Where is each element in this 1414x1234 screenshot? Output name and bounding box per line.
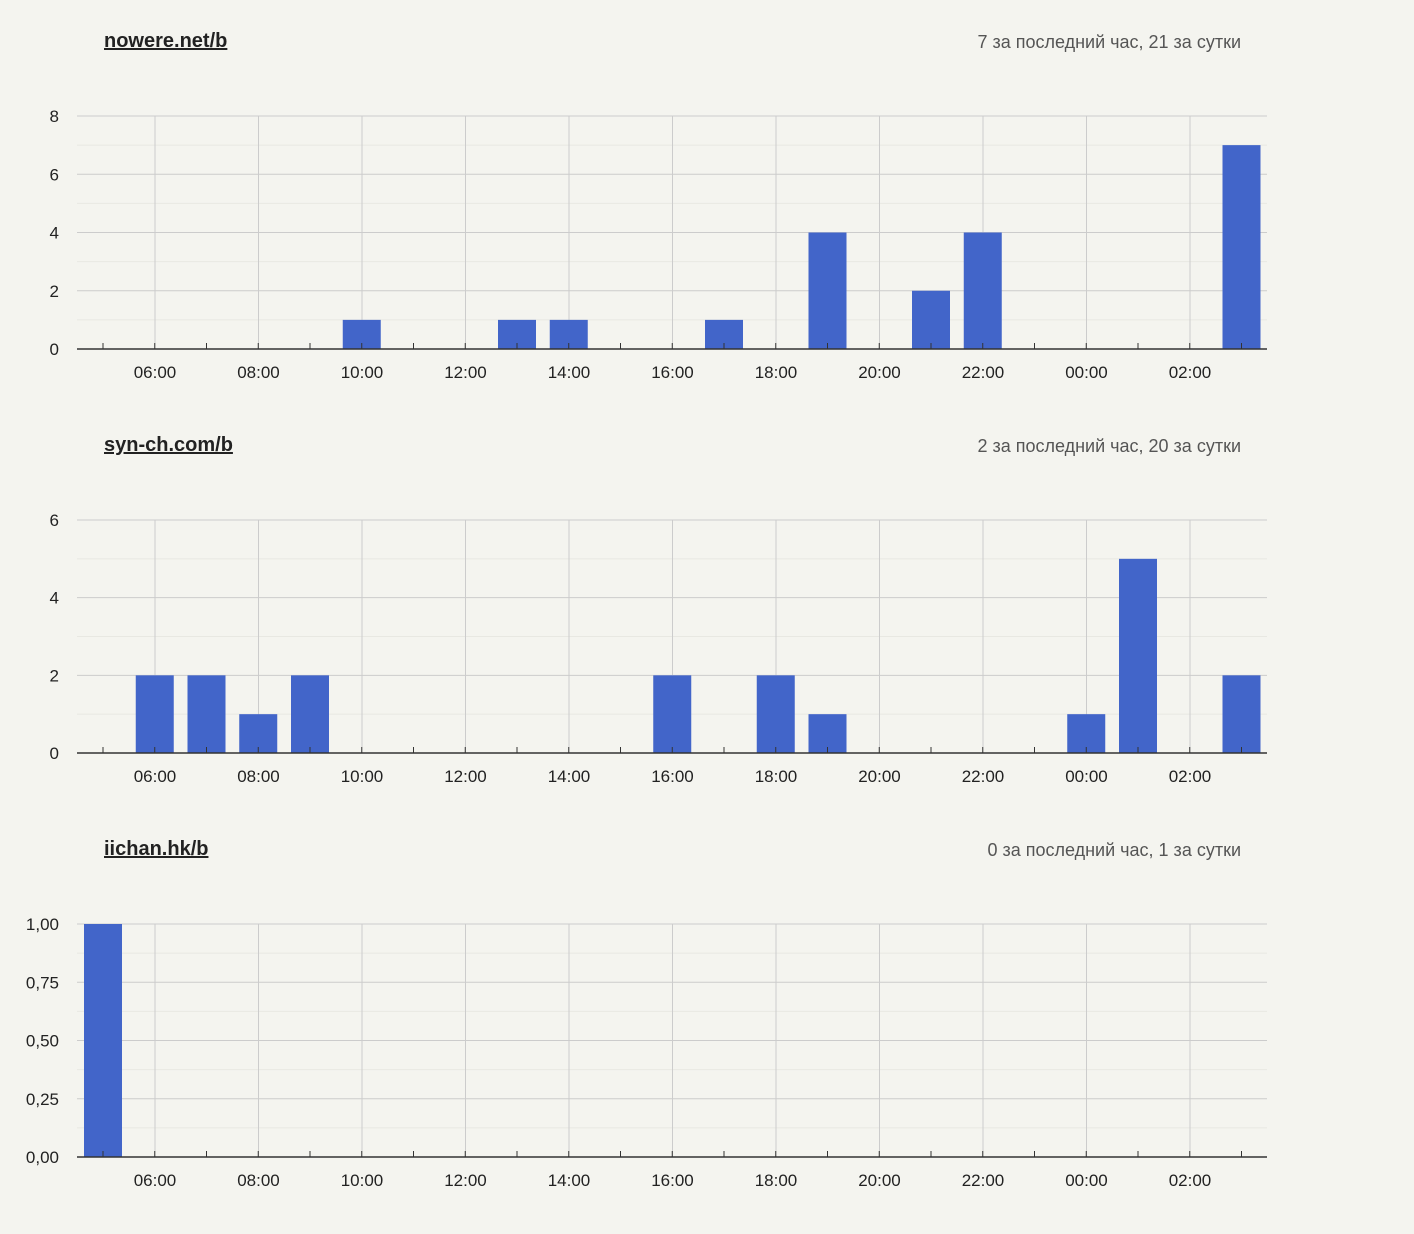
board-panel-nowere: nowere.net/b 7 за последний час, 21 за с… (0, 0, 1414, 404)
y-tick-label: 2 (50, 282, 59, 301)
posts-chart: 0,00 0,25 0,50 0,75 1,00 06:00 08:00 10:00 12:00… (26, 915, 1267, 1190)
x-tick-label: 06:00 (134, 363, 177, 382)
x-tick-label: 12:00 (444, 1171, 487, 1190)
x-tick-label: 12:00 (444, 363, 487, 382)
x-tick-label: 18:00 (755, 767, 798, 786)
bar (239, 714, 278, 753)
x-tick-label: 20:00 (858, 767, 901, 786)
bar (808, 714, 847, 753)
y-tick-label: 4 (50, 224, 59, 243)
x-tick-label: 14:00 (548, 1171, 591, 1190)
x-tick-label: 12:00 (444, 767, 487, 786)
x-tick-label: 10:00 (341, 767, 384, 786)
y-tick-label: 2 (50, 666, 59, 685)
x-tick-label: 22:00 (962, 767, 1005, 786)
board-panel-iichan: iichan.hk/b 0 за последний час, 1 за сут… (0, 808, 1414, 1212)
board-stats: 2 за последний час, 20 за сутки (977, 436, 1241, 456)
y-tick-label: 6 (50, 165, 59, 184)
bar (756, 675, 795, 753)
y-tick-label: 0,75 (26, 973, 59, 992)
bar (291, 675, 329, 753)
y-tick-label: 0,00 (26, 1148, 59, 1167)
bar (1222, 145, 1261, 349)
x-tick-label: 02:00 (1169, 363, 1212, 382)
x-tick-label: 06:00 (134, 1171, 177, 1190)
x-tick-label: 22:00 (962, 363, 1005, 382)
x-tick-label: 14:00 (548, 363, 591, 382)
bar (1222, 675, 1261, 753)
x-tick-label: 16:00 (651, 1171, 694, 1190)
x-tick-label: 10:00 (341, 363, 384, 382)
x-tick-label: 20:00 (858, 1171, 901, 1190)
bar (84, 924, 122, 1157)
x-tick-label: 00:00 (1065, 363, 1108, 382)
bar (1119, 558, 1157, 753)
bar (653, 675, 692, 753)
y-tick-label: 0,25 (26, 1090, 59, 1109)
y-tick-label: 0 (50, 744, 59, 763)
board-link[interactable]: nowere.net/b (104, 30, 228, 52)
x-tick-label: 02:00 (1169, 1171, 1212, 1190)
x-tick-label: 06:00 (134, 767, 177, 786)
y-tick-label: 4 (50, 589, 59, 608)
board-link[interactable]: iichan.hk/b (104, 838, 209, 860)
x-tick-label: 16:00 (651, 767, 694, 786)
bar (135, 675, 174, 753)
x-tick-label: 08:00 (237, 767, 280, 786)
x-tick-label: 16:00 (651, 363, 694, 382)
y-tick-label: 0 (50, 340, 59, 359)
bar (912, 290, 950, 349)
x-tick-label: 10:00 (341, 1171, 384, 1190)
x-tick-label: 08:00 (237, 363, 280, 382)
y-tick-label: 6 (50, 511, 59, 530)
y-tick-label: 8 (50, 107, 59, 126)
posts-chart: 0 2 4 6 8 06:00 08:00 10:00 12:00 14:00 16:00 18:00… (50, 107, 1267, 382)
y-tick-label: 1,00 (26, 915, 59, 934)
posts-chart: 0 2 4 6 06:00 08:00 10:00 12:00 14:00 16:00 18:00 2… (50, 511, 1267, 786)
x-tick-label: 22:00 (962, 1171, 1005, 1190)
bar (808, 232, 847, 349)
x-tick-label: 18:00 (755, 1171, 798, 1190)
x-tick-label: 08:00 (237, 1171, 280, 1190)
x-tick-label: 00:00 (1065, 767, 1108, 786)
x-tick-label: 18:00 (755, 363, 798, 382)
bar (187, 675, 226, 753)
x-tick-label: 14:00 (548, 767, 591, 786)
board-link[interactable]: syn-ch.com/b (104, 434, 233, 456)
board-stats: 0 за последний час, 1 за сутки (987, 840, 1241, 860)
bar (963, 232, 1002, 349)
x-tick-label: 20:00 (858, 363, 901, 382)
x-tick-label: 00:00 (1065, 1171, 1108, 1190)
x-tick-label: 02:00 (1169, 767, 1212, 786)
bar (1067, 714, 1106, 753)
board-stats: 7 за последний час, 21 за сутки (977, 32, 1241, 52)
board-panel-synch: syn-ch.com/b 2 за последний час, 20 за с… (0, 404, 1414, 808)
y-tick-label: 0,50 (26, 1032, 59, 1051)
